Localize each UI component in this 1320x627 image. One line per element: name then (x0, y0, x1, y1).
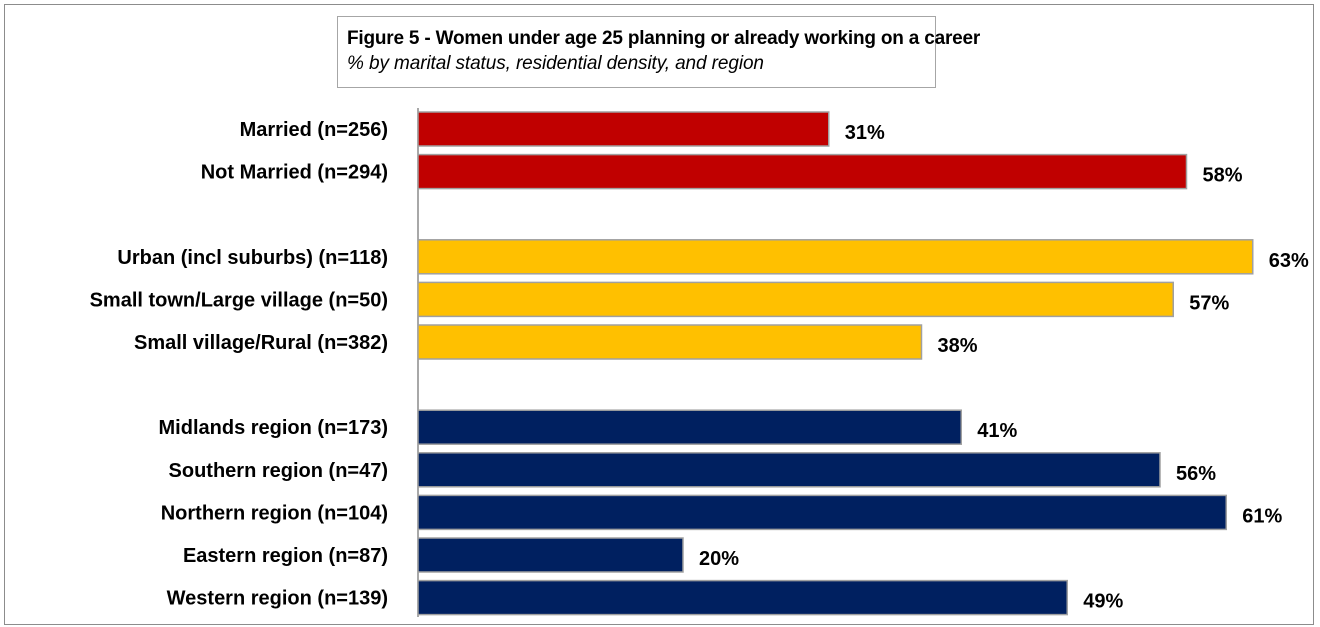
value-label: 31% (845, 122, 885, 144)
value-label: 56% (1176, 463, 1216, 485)
category-label: Small town/Large village (n=50) (90, 289, 388, 311)
bar-region (417, 409, 962, 445)
category-label: Midlands region (n=173) (159, 417, 388, 439)
chart-frame (4, 4, 1314, 625)
value-label: 38% (938, 335, 978, 357)
bar-region (417, 579, 1068, 616)
category-label: Urban (incl suburbs) (n=118) (117, 247, 388, 269)
bar-region (417, 452, 1161, 488)
chart-title: Figure 5 - Women under age 25 planning o… (347, 28, 981, 49)
category-label: Eastern region (n=87) (183, 545, 388, 567)
bar-region (417, 537, 684, 573)
chart-title-box: Figure 5 - Women under age 25 planning o… (337, 16, 981, 88)
bar-region (417, 494, 1227, 531)
bar-marital (417, 111, 830, 147)
chart-subtitle: % by marital status, residential density… (347, 53, 764, 74)
category-label: Not Married (n=294) (201, 162, 388, 184)
category-label: Small village/Rural (n=382) (134, 332, 388, 354)
bar-density (417, 324, 923, 360)
value-label: 49% (1083, 591, 1123, 613)
bar-density (417, 239, 1254, 275)
value-label: 20% (699, 548, 739, 570)
bar-marital (417, 153, 1188, 190)
value-label: 63% (1269, 250, 1309, 272)
value-label: 41% (977, 420, 1017, 442)
category-label: Northern region (n=104) (161, 502, 388, 524)
value-label: 58% (1203, 165, 1243, 187)
category-label: Western region (n=139) (167, 588, 388, 610)
category-label: Married (n=256) (240, 119, 388, 141)
value-label: 57% (1189, 292, 1229, 314)
bar-density (417, 281, 1174, 318)
value-label: 61% (1242, 505, 1282, 527)
category-label: Southern region (n=47) (169, 460, 388, 482)
